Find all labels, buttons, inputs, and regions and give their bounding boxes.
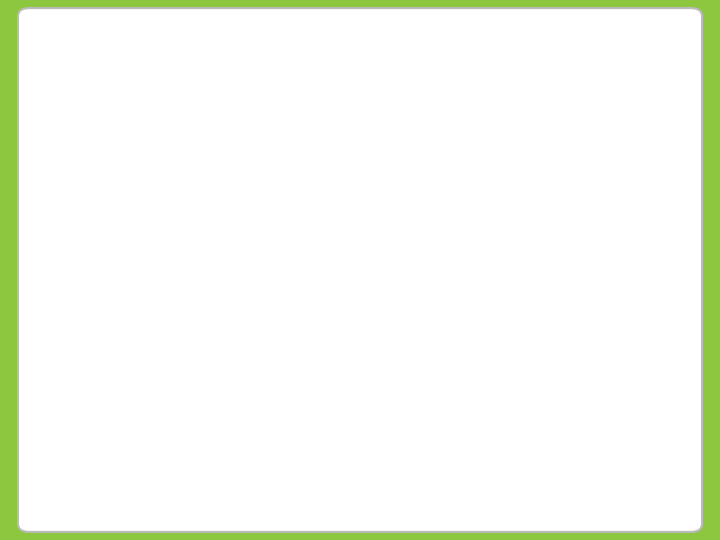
Text: H: H bbox=[516, 18, 525, 31]
Text: H: H bbox=[550, 18, 559, 31]
Text: ❧: ❧ bbox=[28, 302, 45, 321]
Text: –N: –N bbox=[351, 336, 379, 354]
Text: Hydroxyl group: Hydroxyl group bbox=[530, 101, 675, 119]
Text: –C–: –C– bbox=[363, 186, 397, 204]
Text: ❧: ❧ bbox=[28, 102, 45, 121]
Text: O: O bbox=[372, 158, 389, 176]
Text: O: O bbox=[372, 451, 389, 469]
Text: O: O bbox=[372, 233, 389, 251]
Text: C: C bbox=[546, 33, 554, 46]
Text: Sulfhydryl group: Sulfhydryl group bbox=[530, 411, 687, 429]
Text: –C–O–H: –C–O–H bbox=[341, 261, 418, 279]
Text: These groups of
atoms are called
functional groups.: These groups of atoms are called functio… bbox=[55, 302, 224, 374]
Text: Carbon atoms bound
to each other form a
backbone to which
other atoms or
groups : Carbon atoms bound to each other form a … bbox=[55, 102, 252, 253]
Text: –S–H: –S–H bbox=[354, 410, 407, 429]
Text: –O–H: –O–H bbox=[352, 100, 408, 119]
Text: OH: OH bbox=[570, 33, 590, 47]
Text: Aldehyde group: Aldehyde group bbox=[530, 466, 679, 484]
Text: C: C bbox=[510, 33, 519, 46]
Text: H: H bbox=[392, 318, 408, 336]
Text: –C–H: –C–H bbox=[354, 477, 405, 495]
Text: H: H bbox=[516, 49, 525, 62]
Text: Carbonyl group: Carbonyl group bbox=[530, 176, 674, 194]
Text: H: H bbox=[392, 354, 408, 372]
Text: Amino group: Amino group bbox=[530, 336, 650, 354]
Text: Functional Groups: Functional Groups bbox=[38, 40, 464, 82]
Text: H: H bbox=[550, 49, 559, 62]
Text: Carboxyl group: Carboxyl group bbox=[530, 251, 673, 269]
Text: H: H bbox=[488, 33, 498, 46]
